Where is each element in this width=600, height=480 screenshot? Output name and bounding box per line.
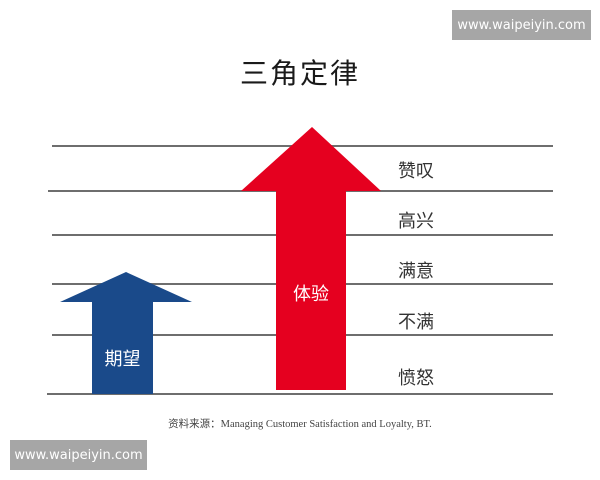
level-label-satisfied: 满意	[398, 261, 434, 282]
experience-arrow	[241, 127, 381, 390]
level-label-angry: 愤怒	[398, 368, 434, 389]
level-label-praise: 赞叹	[398, 161, 434, 182]
expectation-arrow	[60, 272, 192, 394]
watermark-top: www.waipeiyin.com	[452, 10, 591, 40]
level-label-dissatisfied: 不满	[398, 312, 434, 333]
diagram-title: 三角定律	[239, 57, 360, 90]
expectation-label: 期望	[104, 349, 141, 370]
watermark-bottom: www.waipeiyin.com	[10, 440, 147, 470]
experience-label: 体验	[293, 284, 329, 305]
source-citation: 资料来源：Managing Customer Satisfaction and …	[168, 419, 432, 430]
level-label-happy: 高兴	[398, 211, 434, 232]
